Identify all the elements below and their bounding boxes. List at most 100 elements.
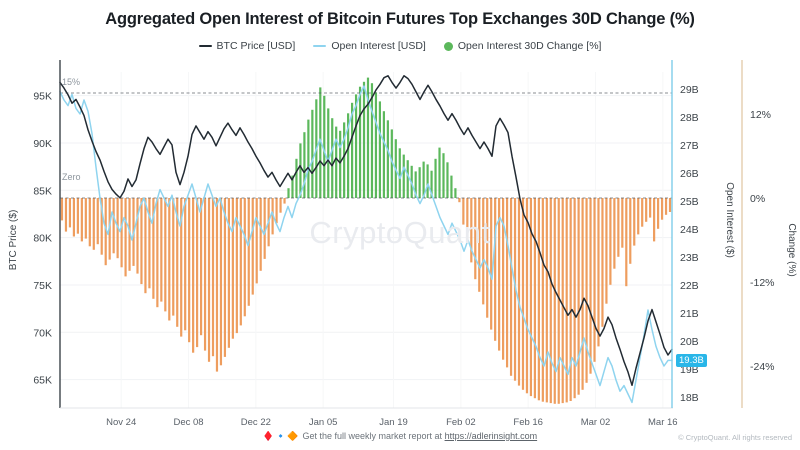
bar-oi-30d-change: [406, 160, 409, 198]
legend-item-btc-price[interactable]: BTC Price [USD]: [198, 40, 296, 52]
bar-oi-30d-change: [251, 198, 254, 295]
copyright-text: © CryptoQuant. All rights reserved: [678, 433, 792, 442]
bar-oi-30d-change: [645, 198, 648, 222]
bar-oi-30d-change: [335, 126, 338, 198]
bar-oi-30d-change: [664, 198, 668, 215]
bar-oi-30d-change: [513, 198, 517, 381]
bar-oi-30d-change: [382, 111, 385, 198]
bar-oi-30d-change: [72, 198, 76, 237]
bar-oi-30d-change: [533, 198, 536, 399]
bar-oi-30d-change: [247, 198, 250, 306]
bar-oi-30d-change: [235, 198, 238, 334]
bar-oi-30d-change: [597, 198, 600, 347]
axis-label-open-interest-tick: 29B: [680, 84, 699, 96]
axis-label-change-tick: -12%: [750, 277, 775, 289]
axis-title-open-interest: Open Interest ($): [724, 182, 735, 258]
axis-label-date-tick: Mar 02: [581, 417, 611, 428]
bar-oi-30d-change: [418, 167, 421, 198]
bar-oi-30d-change: [478, 198, 481, 292]
bar-oi-30d-change: [557, 198, 560, 404]
axis-label-open-interest-tick: 20B: [680, 336, 699, 348]
bar-oi-30d-change: [291, 175, 294, 198]
axis-label-open-interest-tick: 24B: [680, 224, 699, 236]
bar-oi-30d-change: [446, 162, 449, 198]
bar-oi-30d-change: [323, 95, 326, 198]
bar-oi-30d-change: [621, 198, 624, 248]
bar-oi-30d-change: [271, 198, 274, 235]
bar-oi-30d-change: [76, 198, 79, 234]
bar-oi-30d-change: [120, 198, 123, 268]
bar-oi-30d-change: [243, 198, 246, 317]
bar-oi-30d-change: [454, 188, 457, 198]
axis-label-date-tick: Jan 19: [379, 417, 408, 428]
bar-oi-30d-change: [486, 198, 489, 318]
zero-line-label: Zero: [62, 172, 81, 182]
bar-oi-30d-change: [128, 198, 131, 271]
bar-oi-30d-change: [494, 198, 497, 341]
page-title: Aggregated Open Interest of Bitcoin Futu…: [105, 10, 695, 28]
report-link[interactable]: https://adlerinsight.com: [444, 431, 538, 441]
bar-oi-30d-change: [450, 175, 453, 198]
bar-oi-30d-change: [172, 198, 175, 316]
bar-oi-30d-change: [458, 198, 461, 203]
bar-oi-30d-change: [525, 198, 529, 394]
bar-oi-30d-change: [303, 132, 306, 198]
axis-label-btc-price-tick: 95K: [33, 91, 52, 103]
promo-emoji-icon: ♦️🔹🔶: [262, 431, 300, 441]
bar-oi-30d-change: [188, 198, 191, 343]
bar-oi-30d-change: [287, 188, 290, 198]
bar-oi-30d-change: [203, 198, 207, 351]
bar-oi-30d-change: [239, 198, 242, 326]
axis-label-change-tick: -24%: [750, 361, 775, 373]
axis-label-btc-price-tick: 85K: [33, 185, 52, 197]
legend-label: Open Interest [USD]: [331, 40, 426, 52]
bar-oi-30d-change: [199, 198, 203, 336]
axis-label-open-interest-tick: 23B: [680, 252, 699, 264]
axis-label-date-tick: Dec 22: [241, 417, 271, 428]
bar-oi-30d-change: [609, 198, 612, 285]
axis-label-open-interest-tick: 22B: [680, 280, 699, 292]
bar-oi-30d-change: [176, 198, 179, 327]
legend-label: BTC Price [USD]: [216, 40, 296, 52]
bar-oi-30d-change: [366, 77, 370, 198]
bar-oi-30d-change: [581, 198, 584, 390]
legend-item-oi-30d-change[interactable]: Open Interest 30D Change [%]: [443, 40, 601, 52]
bar-oi-30d-change: [339, 130, 342, 198]
bar-oi-30d-change: [223, 198, 227, 357]
bar-oi-30d-change: [259, 198, 262, 271]
bar-oi-30d-change: [374, 92, 378, 198]
bar-oi-30d-change: [88, 198, 91, 247]
axis-label-change-tick: 12%: [750, 109, 771, 121]
bar-oi-30d-change: [668, 198, 672, 212]
axis-label-open-interest-tick: 26B: [680, 168, 699, 180]
bar-oi-30d-change: [545, 198, 548, 403]
bar-oi-30d-change: [653, 198, 656, 242]
bar-oi-30d-change: [633, 198, 636, 246]
legend-item-open-interest[interactable]: Open Interest [USD]: [313, 40, 426, 52]
bar-oi-30d-change: [358, 86, 362, 198]
bar-oi-30d-change: [529, 198, 533, 397]
bar-oi-30d-change: [386, 120, 389, 198]
axis-label-change-tick: 0%: [750, 193, 765, 205]
bar-oi-30d-change: [541, 198, 544, 402]
axis-label-btc-price-tick: 90K: [33, 138, 52, 150]
bar-oi-30d-change: [152, 198, 155, 299]
bar-oi-30d-change: [100, 198, 103, 255]
axis-label-btc-price-tick: 75K: [33, 280, 52, 292]
axis-label-date-tick: Feb 02: [446, 417, 476, 428]
bar-oi-30d-change: [196, 198, 199, 348]
bar-oi-30d-change: [561, 198, 564, 404]
bar-oi-30d-change: [231, 198, 234, 339]
axis-label-date-tick: Feb 16: [513, 417, 543, 428]
bar-oi-30d-change: [521, 198, 525, 390]
status-badge: 19.3B: [676, 354, 707, 367]
line-btc-price: [59, 75, 673, 387]
bar-oi-30d-change: [227, 198, 230, 348]
axis-label-open-interest-tick: 28B: [680, 112, 699, 124]
axis-label-open-interest-tick: 25B: [680, 196, 699, 208]
bar-oi-30d-change: [60, 198, 64, 221]
bar-oi-30d-change: [148, 198, 151, 289]
bar-oi-30d-change: [573, 198, 576, 399]
